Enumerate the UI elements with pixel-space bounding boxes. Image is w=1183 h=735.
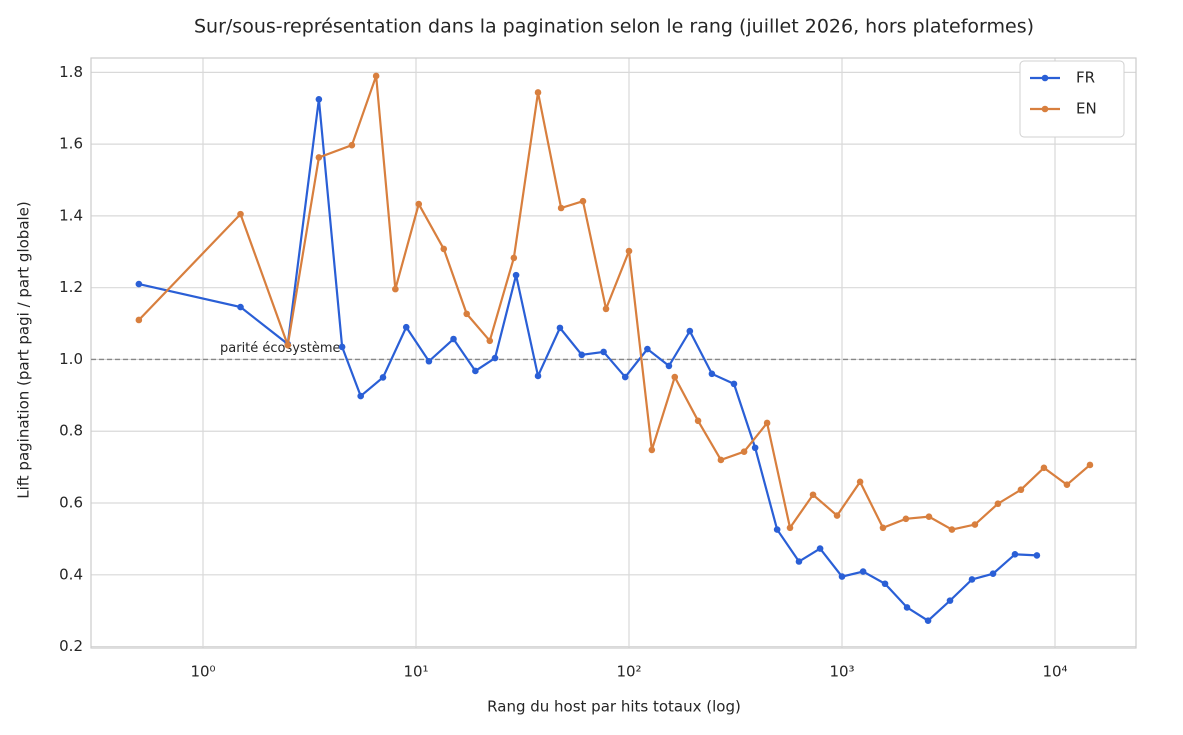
y-tick-label: 1.4 bbox=[59, 206, 83, 224]
point bbox=[512, 271, 520, 279]
point bbox=[578, 351, 586, 359]
point bbox=[602, 305, 610, 313]
legend-box bbox=[1019, 60, 1125, 138]
point bbox=[372, 72, 380, 80]
point bbox=[625, 247, 633, 255]
x-axis-label: Rang du host par hits totaux (log) bbox=[487, 698, 741, 716]
point bbox=[486, 337, 494, 345]
y-tick-label: 1.8 bbox=[59, 63, 83, 81]
y-tick-label: 1.0 bbox=[59, 350, 83, 368]
y-tick-label: 0.8 bbox=[59, 422, 83, 440]
x-tick-label: 10⁴ bbox=[1042, 663, 1067, 681]
plot-frame bbox=[90, 57, 1137, 649]
x-tick-label: 10² bbox=[616, 663, 641, 681]
point bbox=[671, 373, 679, 381]
legend-label: FR bbox=[1076, 69, 1095, 87]
reference-label: parité écosystème bbox=[220, 341, 341, 356]
point bbox=[315, 95, 323, 103]
point bbox=[135, 316, 143, 324]
point bbox=[946, 597, 954, 604]
point bbox=[472, 367, 479, 375]
point bbox=[751, 444, 759, 452]
point bbox=[1033, 552, 1041, 559]
point bbox=[450, 335, 457, 343]
y-tick-label: 0.2 bbox=[59, 637, 83, 655]
point bbox=[600, 348, 607, 356]
point bbox=[237, 210, 244, 218]
point bbox=[665, 362, 673, 370]
point bbox=[786, 524, 794, 532]
point bbox=[763, 419, 771, 427]
x-tick-label: 10¹ bbox=[403, 663, 428, 681]
point bbox=[902, 515, 910, 523]
point bbox=[708, 370, 716, 378]
y-tick-label: 1.6 bbox=[59, 135, 83, 153]
point bbox=[1040, 464, 1048, 472]
point bbox=[925, 513, 933, 520]
point bbox=[994, 500, 1002, 508]
point bbox=[648, 446, 656, 454]
legend-label: EN bbox=[1076, 100, 1097, 118]
y-tick-label: 0.6 bbox=[59, 494, 83, 512]
point bbox=[491, 354, 499, 362]
point bbox=[440, 245, 448, 253]
point bbox=[402, 323, 410, 331]
point bbox=[579, 197, 587, 205]
point bbox=[379, 374, 387, 381]
point bbox=[348, 141, 356, 149]
point bbox=[856, 478, 864, 486]
point bbox=[357, 392, 364, 400]
point bbox=[686, 327, 694, 335]
point bbox=[833, 512, 841, 519]
point bbox=[425, 357, 433, 365]
point bbox=[463, 310, 471, 318]
point bbox=[795, 558, 803, 565]
point bbox=[557, 204, 565, 212]
point bbox=[809, 491, 817, 499]
point bbox=[948, 526, 956, 533]
point bbox=[924, 617, 932, 625]
point bbox=[556, 324, 564, 332]
point bbox=[534, 89, 542, 96]
x-tick-label: 10³ bbox=[829, 663, 854, 681]
point bbox=[644, 345, 651, 353]
y-axis-label: Lift pagination (part pagi / part global… bbox=[15, 201, 33, 499]
point bbox=[717, 456, 725, 464]
point bbox=[903, 604, 911, 611]
point bbox=[284, 341, 292, 349]
point bbox=[971, 521, 979, 528]
point bbox=[989, 570, 997, 578]
point bbox=[773, 526, 781, 533]
point bbox=[1011, 551, 1019, 558]
point bbox=[135, 280, 143, 288]
point bbox=[415, 200, 423, 208]
point bbox=[338, 343, 346, 351]
point bbox=[1063, 481, 1071, 489]
point bbox=[1017, 486, 1025, 494]
point bbox=[879, 524, 887, 532]
point bbox=[1086, 461, 1094, 469]
point bbox=[392, 285, 399, 293]
point bbox=[816, 545, 824, 552]
point bbox=[510, 254, 518, 262]
point bbox=[534, 372, 542, 380]
x-tick-label: 10⁰ bbox=[190, 663, 215, 681]
point bbox=[694, 417, 702, 425]
point bbox=[237, 303, 244, 311]
point bbox=[740, 448, 748, 455]
point bbox=[315, 154, 323, 161]
point bbox=[968, 576, 976, 583]
chart-title: Sur/sous-représentation dans la paginati… bbox=[194, 16, 1034, 38]
point bbox=[838, 573, 846, 580]
point bbox=[730, 380, 738, 388]
point bbox=[621, 373, 629, 381]
point bbox=[859, 568, 867, 575]
y-tick-label: 0.4 bbox=[59, 565, 83, 583]
point bbox=[881, 580, 889, 588]
y-tick-label: 1.2 bbox=[59, 278, 83, 296]
legend-marker bbox=[1041, 74, 1049, 82]
legend-marker bbox=[1041, 105, 1049, 113]
